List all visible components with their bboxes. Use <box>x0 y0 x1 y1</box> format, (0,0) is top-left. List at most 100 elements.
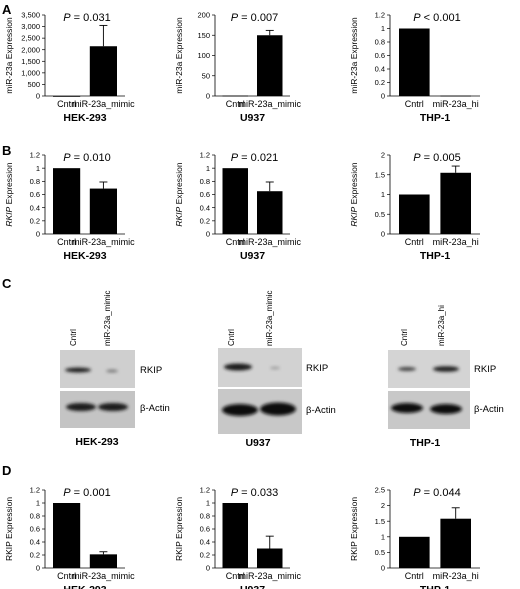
band-rkip-cntrl <box>224 363 252 371</box>
y-tick-label: 2.5 <box>375 486 385 495</box>
western-blot-u937: Cntrl miR-23a_mimic RKIP β-Actin U937 <box>218 290 336 449</box>
band-rkip-hi <box>433 366 459 372</box>
band-actin-mimic <box>260 402 296 416</box>
y-tick-label: 100 <box>197 51 210 60</box>
chart-b-thp-1: 0 0.5 1 1.5 2 Cntrl miR-23a_hi P = 0.005 RKIP Ex… <box>349 151 480 262</box>
bar <box>257 35 283 96</box>
cell-line-label: U937 <box>240 250 265 262</box>
blot-label-rkip: RKIP <box>140 365 162 376</box>
y-tick-label: 0.8 <box>375 38 385 47</box>
y-tick-label: 0 <box>381 230 385 239</box>
lane-label-mimic: miR-23a_mimic <box>103 290 112 346</box>
y-tick-label: 1.2 <box>375 11 385 20</box>
bar-charts: 05001,0001,5002,0002,5003,0003,500Cntrlm… <box>4 11 480 589</box>
category-label: Cntrl <box>57 571 76 581</box>
band-rkip-cntrl <box>65 367 91 373</box>
y-axis-label: RKIP Expression <box>349 497 359 561</box>
y-tick-label: 1.2 <box>200 151 210 160</box>
chart-a-hek-293: 05001,0001,5002,0002,5003,0003,500Cntrlm… <box>4 11 135 124</box>
blot-label-actin: β-Actin <box>474 404 504 415</box>
blot-label-rkip: RKIP <box>306 363 328 374</box>
y-tick-label: 1,500 <box>21 57 40 66</box>
y-tick-label: 0.2 <box>200 551 210 560</box>
p-value: P = 0.001 <box>63 487 110 499</box>
p-value: P = 0.033 <box>231 487 278 499</box>
category-label: miR-23a_mimic <box>238 237 301 247</box>
p-value: P < 0.001 <box>413 12 460 24</box>
y-axis-label: RKIP Expression <box>349 162 359 227</box>
category-label: miR-23a_mimic <box>72 571 135 581</box>
y-tick-label: 0.4 <box>200 538 210 547</box>
y-axis-label: miR-23a Expression <box>4 17 14 94</box>
y-tick-label: 1 <box>381 190 385 199</box>
blot-label-actin: β-Actin <box>306 405 336 416</box>
p-value: P = 0.044 <box>413 487 460 499</box>
lane-label-cntrl: Cntrl <box>227 329 236 346</box>
y-axis-label: miR-23a Expression <box>349 17 359 94</box>
bar <box>89 188 117 234</box>
category-label: Cntrl <box>405 237 424 247</box>
cell-line-label: HEK-293 <box>63 112 106 124</box>
y-tick-label: 0.6 <box>375 51 385 60</box>
y-tick-label: 3,000 <box>21 22 40 31</box>
category-label: Cntrl <box>226 237 245 247</box>
band-rkip-mimic <box>106 369 118 373</box>
bar <box>440 518 471 568</box>
bar <box>222 168 248 234</box>
y-tick-label: 3,500 <box>21 11 40 20</box>
panel-letter-d: D <box>2 463 11 478</box>
category-label: miR-23a_hi <box>433 237 479 247</box>
western-blot-hek293: Cntrl miR-23a_mimic RKIP β-Actin HEK-293 <box>60 290 170 448</box>
bar <box>399 194 430 234</box>
y-tick-label: 500 <box>27 80 40 89</box>
band-actin-hi <box>430 404 462 414</box>
band-actin-mimic <box>98 403 128 411</box>
category-label: miR-23a_mimic <box>238 99 301 109</box>
y-tick-label: 0.5 <box>375 210 385 219</box>
band-actin-cntrl <box>66 403 96 411</box>
y-axis-label: RKIP Expression <box>4 497 14 561</box>
cell-line-label: THP-1 <box>420 250 450 262</box>
lane-label-cntrl: Cntrl <box>69 329 78 346</box>
bar <box>53 168 81 234</box>
y-tick-label: 150 <box>197 31 210 40</box>
p-value: P = 0.007 <box>231 12 278 24</box>
y-tick-label: 1 <box>36 164 40 173</box>
bar <box>222 503 248 568</box>
y-tick-label: 0.6 <box>200 525 210 534</box>
bar <box>53 95 81 97</box>
y-tick-label: 0.2 <box>375 78 385 87</box>
blot-label-actin: β-Actin <box>140 403 170 414</box>
y-tick-label: 50 <box>202 71 210 80</box>
p-value: P = 0.010 <box>63 152 110 164</box>
cell-line-label: HEK-293 <box>63 584 106 589</box>
band-rkip-cntrl <box>398 367 416 371</box>
band-actin-cntrl <box>222 404 258 416</box>
y-tick-label: 0.4 <box>30 203 40 212</box>
p-value: P = 0.005 <box>413 152 460 164</box>
y-tick-label: 0.2 <box>200 216 210 225</box>
y-tick-label: 0 <box>381 564 385 573</box>
y-tick-label: 1 <box>381 24 385 33</box>
bar <box>399 28 430 96</box>
bar <box>257 548 283 568</box>
y-tick-label: 0.5 <box>375 548 385 557</box>
cell-line-label: HEK-293 <box>63 250 106 262</box>
category-label: miR-23a_mimic <box>72 237 135 247</box>
chart-a-thp-1: 0 0.2 0.4 0.6 0.8 1 1.2 Cntrl miR-23a_hi P < 0.00… <box>349 11 480 124</box>
category-label: Cntrl <box>57 237 76 247</box>
y-tick-label: 0 <box>206 564 210 573</box>
y-tick-label: 1 <box>381 532 385 541</box>
blot-cell-label: THP-1 <box>410 437 440 449</box>
category-label: Cntrl <box>226 99 245 109</box>
lane-label-mimic: miR-23a_mimic <box>265 290 274 346</box>
lane-label-cntrl: Cntrl <box>400 329 409 346</box>
category-label: miR-23a_hi <box>433 571 479 581</box>
chart-d-thp-1: 0 0.5 1 1.5 2 2.5 Cntrl miR-23a_hi P = 0.044 RKIP… <box>349 486 480 589</box>
bar <box>440 95 471 97</box>
